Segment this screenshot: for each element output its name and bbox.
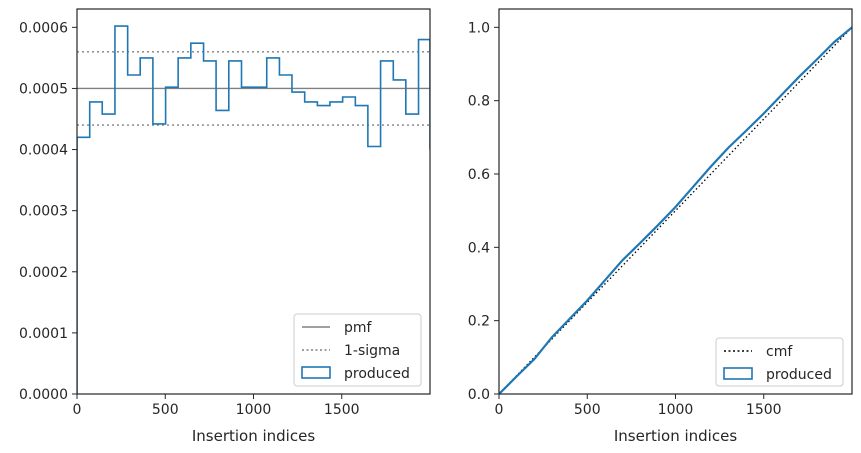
plot-2-y-tick-label: 0.0 <box>468 387 490 403</box>
plot-2-x-tick-label: 1500 <box>746 402 782 418</box>
plot-2-produced-line <box>499 26 852 394</box>
plot-1-y-tick-label: 0.0001 <box>19 326 68 342</box>
plot-1-x-tick-label: 1500 <box>324 402 360 418</box>
plot-2-legend-box <box>715 337 844 387</box>
plot-2-x-tick-label: 0 <box>495 402 504 418</box>
plot-1-y-tick-label: 0.0004 <box>19 143 68 159</box>
plot-1-x-axis-label: Insertion indices <box>192 427 315 445</box>
plot-1-x-tick-label: 0 <box>73 402 82 418</box>
plot-2-x-tick-label: 500 <box>574 402 601 418</box>
plot-1-legend-handle-produced <box>301 366 331 379</box>
plot-2-y-tick-label: 0.2 <box>468 314 490 330</box>
plot-1-y-tick-label: 0.0005 <box>19 81 68 97</box>
plot-1-legend-box <box>293 313 422 387</box>
plot-1-produced-histogram <box>77 25 430 394</box>
plot-2-x-tick-label: 1000 <box>658 402 694 418</box>
plot-1-legend-label-produced: produced <box>344 366 410 382</box>
plot-1-legend-label-1-sigma: 1-sigma <box>344 343 400 359</box>
plot-2-y-tick-label: 0.4 <box>468 240 490 256</box>
plot-2-y-tick-label: 0.8 <box>468 94 490 110</box>
plot-1-y-tick-label: 0.0006 <box>19 20 68 36</box>
plot-1-series-group <box>77 25 430 394</box>
plot-1-y-tick-label: 0.0000 <box>19 387 68 403</box>
plot-2-y-tick-label: 0.6 <box>468 167 490 183</box>
plot-1-x-tick-label: 1000 <box>236 402 272 418</box>
plot-1-y-tick-label: 0.0003 <box>19 204 68 220</box>
plot-1-x-tick-label: 500 <box>152 402 179 418</box>
plot-1-legend-label-pmf: pmf <box>344 320 373 336</box>
plot-2-legend-handle-produced <box>723 367 753 380</box>
plot-2-y-tick-label: 1.0 <box>468 20 490 36</box>
plot-2-legend-label-produced: produced <box>766 367 832 383</box>
plot-2-legend-label-cmf: cmf <box>766 344 793 360</box>
plot-1-y-tick-label: 0.0002 <box>19 265 68 281</box>
plot-2-x-axis-label: Insertion indices <box>614 427 737 445</box>
plot-2-series-group <box>499 26 852 394</box>
plot-2-cmf-line <box>499 26 852 394</box>
